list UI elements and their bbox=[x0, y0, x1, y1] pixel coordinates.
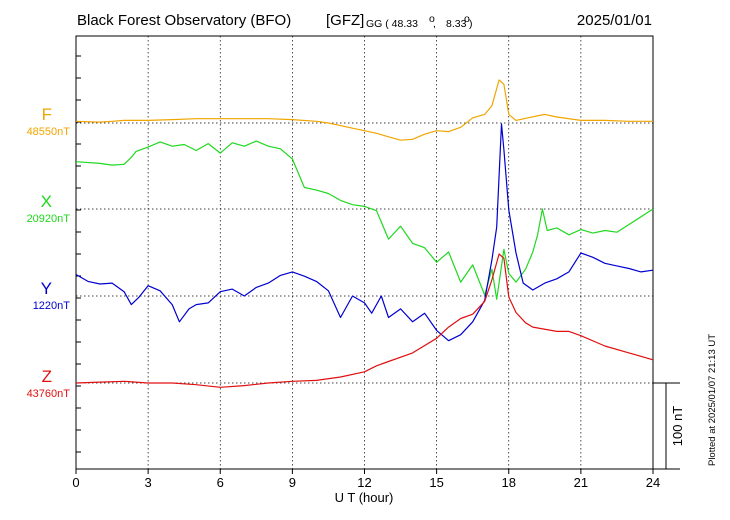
series-line-x bbox=[75, 140, 654, 300]
x-tick-label: 12 bbox=[357, 475, 371, 490]
plotted-at-label: Plotted at 2025/01/07 21:13 UT bbox=[707, 334, 718, 466]
series-labels: F 48550nT X 20920nT Y 1220nT Z 43760nT bbox=[27, 105, 71, 400]
series-line-f bbox=[75, 79, 653, 141]
x-axis-ticks: 0 3 6 9 12 15 18 21 24 bbox=[72, 55, 660, 490]
gfz-label: [GFZ] bbox=[326, 12, 364, 29]
series-name-x: X bbox=[41, 192, 52, 211]
chart-title: Black Forest Observatory (BFO) bbox=[77, 12, 291, 29]
series-baseline-z: 43760nT bbox=[27, 388, 71, 400]
coords-lon: 8.33 bbox=[446, 18, 467, 30]
series-baseline-x: 20920nT bbox=[27, 213, 71, 225]
x-tick-label: 6 bbox=[217, 475, 224, 490]
series-line-y bbox=[75, 123, 654, 342]
x-tick-label: 18 bbox=[502, 475, 516, 490]
deg-1: o bbox=[429, 13, 435, 25]
scale-bar: 100 nT bbox=[653, 382, 685, 470]
x-tick-label: 9 bbox=[289, 475, 296, 490]
x-tick-label: 15 bbox=[429, 475, 443, 490]
series-name-z: Z bbox=[42, 367, 52, 386]
series-baseline-f: 48550nT bbox=[27, 126, 71, 138]
coords-close: ) bbox=[469, 18, 473, 30]
series-name-f: F bbox=[42, 105, 52, 124]
date-label: 2025/01/01 bbox=[577, 12, 652, 29]
series-name-y: Y bbox=[41, 279, 52, 298]
x-tick-label: 0 bbox=[72, 475, 79, 490]
x-tick-label: 24 bbox=[646, 475, 660, 490]
series-group bbox=[75, 79, 654, 388]
coords-sep: , bbox=[433, 18, 436, 30]
x-axis-label: U T (hour) bbox=[335, 490, 394, 505]
deg-2: o bbox=[464, 13, 470, 25]
grid bbox=[76, 36, 653, 469]
series-line-z bbox=[75, 253, 654, 388]
scale-bar-label: 100 nT bbox=[670, 406, 685, 447]
x-tick-label: 21 bbox=[574, 475, 588, 490]
x-tick-label: 3 bbox=[145, 475, 152, 490]
coords-prefix: GG ( 48.33 bbox=[366, 18, 418, 30]
series-baseline-y: 1220nT bbox=[33, 300, 71, 312]
